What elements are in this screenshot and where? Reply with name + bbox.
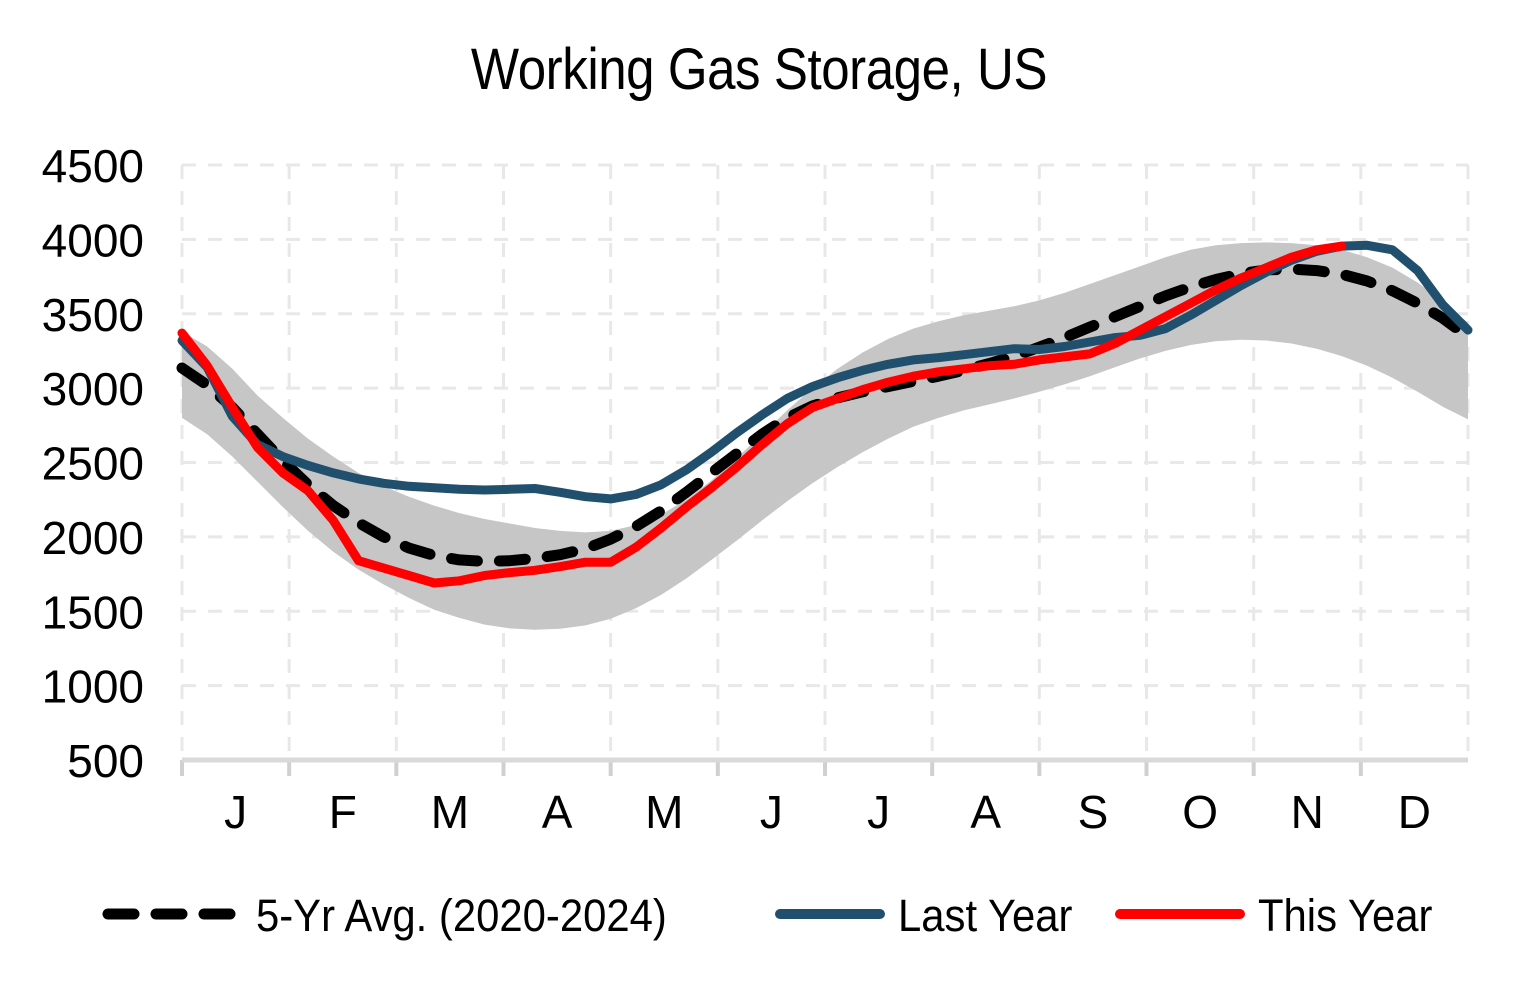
legend-label-2: This Year (1258, 892, 1432, 942)
xtick-label-8: S (1078, 786, 1109, 838)
chart-legend: 5-Yr Avg. (2020-2024) Last Year This Year (102, 892, 1432, 942)
ytick-label-3500: 3500 (42, 289, 144, 341)
chart-title: Working Gas Storage, US (470, 37, 1048, 102)
ytick-label-2000: 2000 (42, 512, 144, 564)
ytick-label-3000: 3000 (42, 363, 144, 415)
xtick-label-6: J (867, 786, 890, 838)
y-axis-tick-labels: 500 1000 1500 2000 2500 3000 3500 4000 4500 (42, 140, 144, 787)
ytick-label-2500: 2500 (42, 438, 144, 490)
ytick-label-4000: 4000 (42, 214, 144, 266)
data-series-lines (176, 240, 1474, 588)
xtick-label-11: D (1398, 786, 1431, 838)
ytick-label-4500: 4500 (42, 140, 144, 192)
series-line-last-year (177, 240, 1473, 504)
series-line-this-year (177, 241, 1347, 588)
axis-x (180, 757, 1468, 776)
legend-label-0: 5-Yr Avg. (2020-2024) (256, 892, 667, 942)
xtick-label-5: J (760, 786, 783, 838)
xtick-label-10: N (1291, 786, 1324, 838)
legend-label-1: Last Year (898, 892, 1072, 942)
xtick-label-4: M (645, 786, 683, 838)
xtick-label-2: M (431, 786, 469, 838)
xtick-label-9: O (1182, 786, 1218, 838)
ytick-label-1000: 1000 (42, 661, 144, 713)
xtick-label-0: J (224, 786, 247, 838)
xtick-label-3: A (542, 786, 573, 838)
range-band-area (182, 242, 1468, 630)
ytick-label-1500: 1500 (42, 586, 144, 638)
five-year-range-band (182, 242, 1468, 630)
ytick-label-500: 500 (67, 735, 144, 787)
xtick-label-1: F (329, 786, 357, 838)
xtick-label-7: A (970, 786, 1001, 838)
